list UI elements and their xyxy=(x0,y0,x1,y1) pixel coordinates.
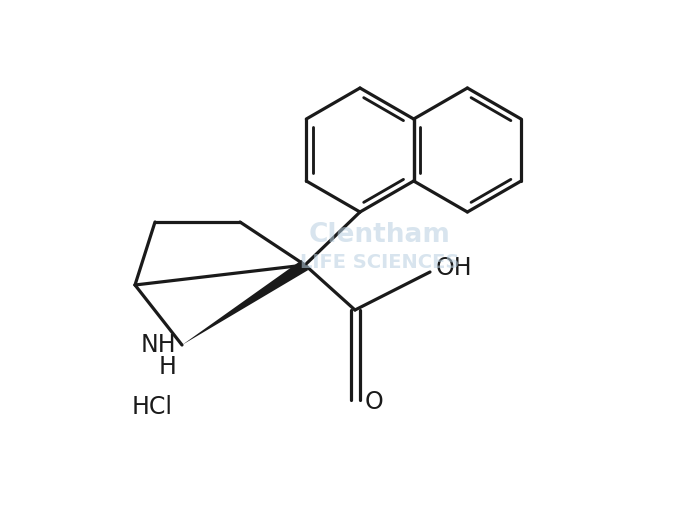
Text: OH: OH xyxy=(436,256,473,280)
Text: H: H xyxy=(158,355,176,379)
Text: LIFE SCIENCES: LIFE SCIENCES xyxy=(300,253,459,271)
Polygon shape xyxy=(182,260,308,345)
Text: HCl: HCl xyxy=(132,395,173,419)
Text: NH: NH xyxy=(141,333,176,357)
Text: Clentham: Clentham xyxy=(309,222,451,248)
Text: O: O xyxy=(365,390,383,414)
